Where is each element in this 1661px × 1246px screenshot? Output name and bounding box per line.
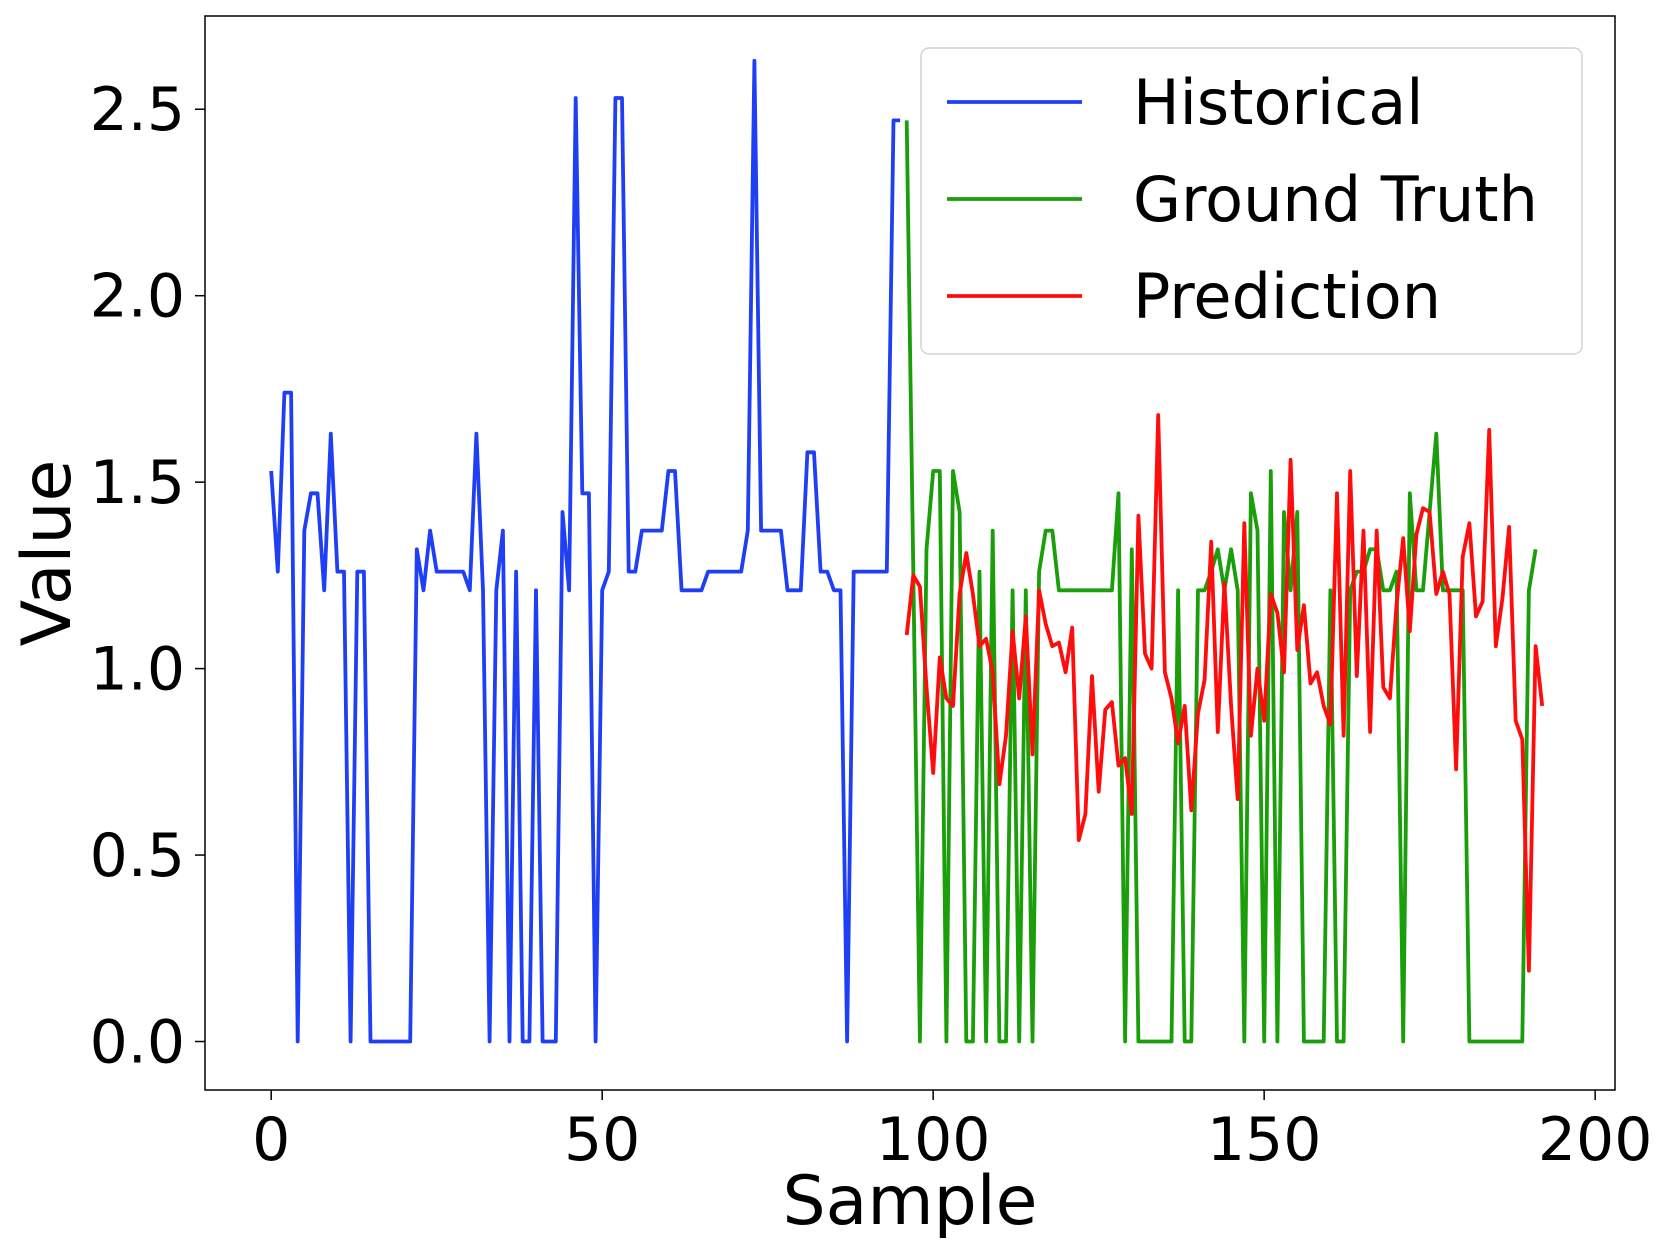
legend: Historical Ground Truth Prediction (920, 47, 1583, 355)
series-line-prediction (904, 413, 1545, 973)
plot-frame (204, 15, 1616, 1091)
legend-box (920, 47, 1583, 355)
x-axis-ticks: 0 50 100 150 200 (252, 1090, 1652, 1175)
y-tick-label: 0.0 (90, 1008, 185, 1078)
x-tick-label: 100 (876, 1105, 991, 1175)
series-line-historical (269, 58, 901, 1044)
y-axis-label: Value (8, 460, 87, 647)
y-tick-label: 0.5 (90, 821, 185, 891)
legend-label-historical: Historical (1133, 66, 1423, 139)
y-tick-label: 1.0 (90, 635, 185, 705)
y-tick-label: 2.0 (90, 262, 185, 332)
x-tick-label: 0 (252, 1105, 290, 1175)
legend-label-ground-truth: Ground Truth (1133, 163, 1538, 236)
series-layer (269, 58, 1545, 1044)
x-tick-label: 200 (1538, 1105, 1653, 1175)
y-axis-ticks: 0.0 0.5 1.0 1.5 2.0 2.5 (90, 75, 205, 1078)
y-tick-label: 2.5 (90, 75, 185, 145)
x-tick-label: 150 (1207, 1105, 1322, 1175)
x-tick-label: 50 (564, 1105, 640, 1175)
legend-label-prediction: Prediction (1133, 260, 1441, 333)
y-tick-label: 1.5 (90, 448, 185, 518)
x-axis-label: Sample (783, 1162, 1038, 1241)
